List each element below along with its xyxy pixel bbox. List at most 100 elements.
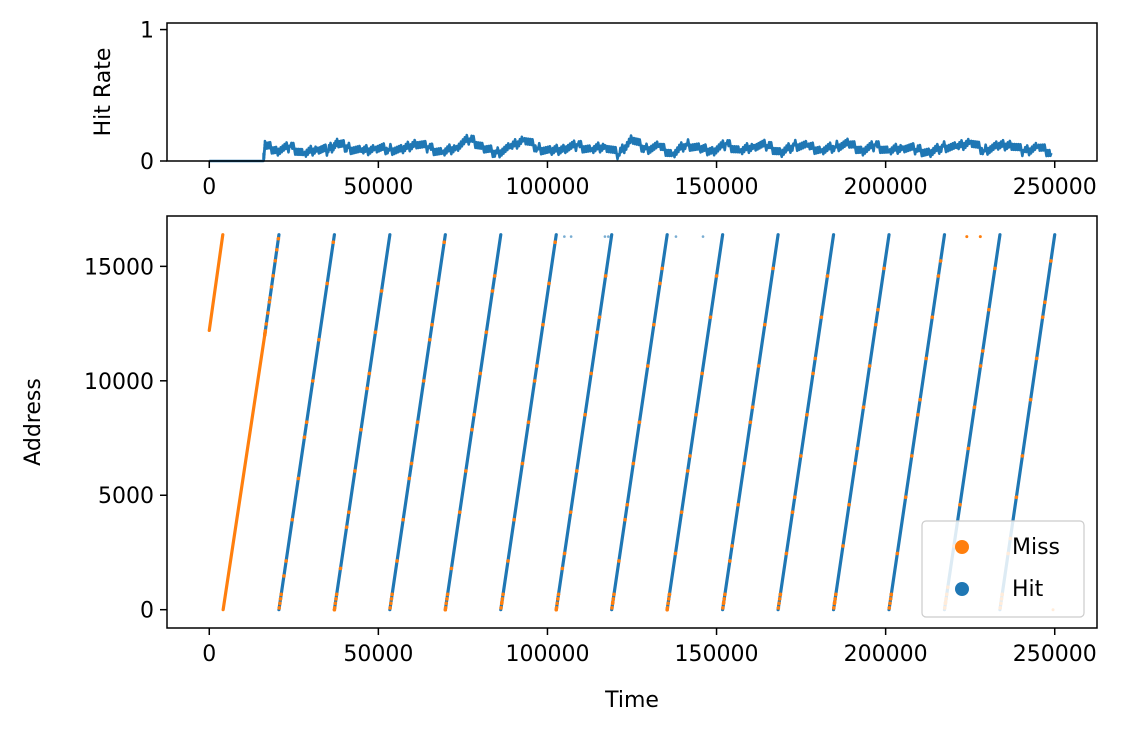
miss-point [805, 412, 809, 417]
miss-point [278, 601, 282, 606]
miss-point [353, 469, 357, 473]
address-x-ticks: 0 50000 100000 150000 200000 250000 [202, 628, 1097, 667]
hit-rate-plot-area [209, 133, 1053, 163]
miss-point [555, 601, 559, 606]
miss-point [777, 601, 781, 606]
miss-point [279, 592, 284, 597]
miss-point [296, 476, 301, 481]
legend-miss-marker [955, 540, 969, 554]
miss-point [263, 329, 268, 333]
address-x-tick-label: 200000 [844, 642, 928, 667]
miss-point [841, 544, 845, 548]
miss-point [645, 364, 650, 368]
address-y-tick-label: 5000 [98, 484, 154, 509]
hit-point [569, 235, 573, 238]
miss-point [938, 259, 943, 263]
hit-sweep [554, 233, 614, 612]
miss-point [987, 307, 991, 312]
miss-point [574, 469, 579, 473]
hit-rate-panel: 0 50000 100000 150000 200000 250000 01 Hit Ra… [91, 19, 1098, 200]
miss-point [290, 517, 295, 522]
miss-point [556, 597, 560, 601]
address-x-tick-label: 50000 [343, 642, 413, 667]
miss-point [478, 371, 483, 376]
miss-point [277, 606, 282, 610]
miss-point [853, 461, 857, 466]
hit-point [563, 235, 566, 238]
miss-point [679, 510, 684, 514]
address-y-ticks: 0 5000 10000 15000 [84, 255, 167, 624]
miss-point [603, 274, 608, 278]
miss-point [264, 322, 269, 326]
miss-point [867, 364, 872, 368]
miss-point [595, 330, 600, 334]
miss-point [658, 281, 662, 286]
miss-point [778, 592, 783, 597]
miss-point [266, 311, 270, 315]
miss-point [271, 274, 275, 278]
miss-point [762, 322, 767, 327]
miss-point [966, 446, 971, 451]
miss-point [873, 322, 878, 327]
miss-point [631, 461, 636, 466]
miss-point [388, 606, 392, 610]
miss-point [1040, 315, 1045, 319]
miss-point [409, 461, 414, 466]
miss-point [333, 601, 338, 606]
miss-point [442, 240, 447, 244]
miss-point [373, 330, 378, 334]
miss-point [825, 274, 830, 278]
miss-point [833, 597, 837, 601]
miss-point [1020, 454, 1025, 458]
hit-sweep [776, 233, 836, 612]
miss-point [470, 427, 474, 432]
miss-point [407, 476, 412, 481]
hit-point [674, 235, 678, 238]
miss-point [401, 517, 405, 522]
miss-point [1043, 300, 1047, 304]
miss-point [430, 322, 434, 327]
miss-point [958, 502, 962, 507]
miss-point [317, 337, 321, 342]
miss-point [665, 606, 670, 610]
miss-point [568, 510, 573, 514]
miss-point [344, 525, 349, 529]
legend-hit-label: Hit [1012, 577, 1044, 602]
address-panel: 0 50000 100000 150000 200000 250000 0 5000 1000… [21, 215, 1098, 713]
miss-point [506, 559, 510, 563]
miss-point [750, 405, 755, 409]
miss-point [895, 551, 900, 556]
address-axes-frame [166, 215, 1098, 629]
miss-point [903, 495, 908, 499]
address-x-tick-label: 0 [202, 642, 216, 667]
miss-point [457, 510, 462, 514]
miss-point [365, 386, 369, 391]
miss-point [484, 330, 489, 334]
miss-point [790, 510, 795, 514]
miss-point [347, 510, 351, 514]
hit-rate-series-line [209, 133, 1053, 163]
miss-point [980, 349, 985, 353]
legend-miss-label: Miss [1012, 535, 1060, 560]
miss-point [492, 274, 497, 278]
miss-point [688, 454, 692, 458]
miss-point [449, 566, 454, 571]
miss-point [1049, 259, 1053, 263]
miss-point [965, 235, 969, 239]
miss-point [799, 454, 803, 458]
miss-point [269, 285, 274, 289]
miss-point [499, 606, 503, 610]
miss-point [331, 240, 336, 244]
miss-point [389, 601, 393, 606]
miss-point [268, 296, 272, 300]
miss-point [625, 502, 630, 507]
miss-point [847, 502, 851, 507]
miss-point [554, 606, 559, 610]
hit-point [603, 235, 607, 238]
miss-point [721, 601, 726, 606]
miss-point [472, 412, 476, 417]
miss-point [876, 307, 880, 312]
hit-rate-x-tick-label: 200000 [844, 175, 928, 200]
hit-rate-y-tick-label: 1 [140, 19, 154, 44]
